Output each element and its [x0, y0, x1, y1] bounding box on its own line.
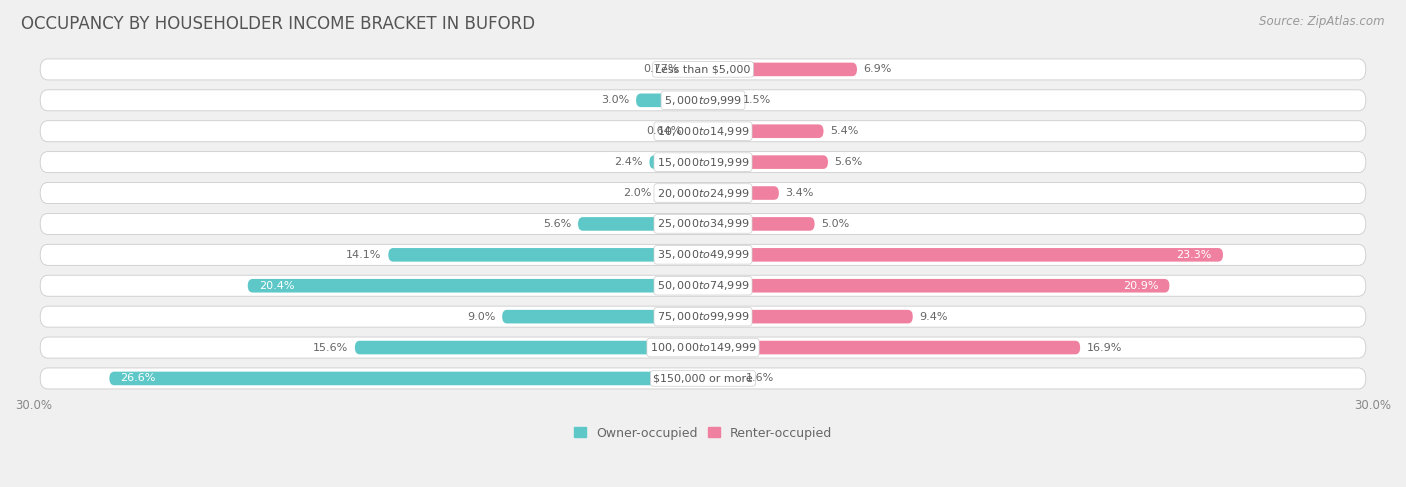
- FancyBboxPatch shape: [703, 155, 828, 169]
- Text: 9.0%: 9.0%: [467, 312, 495, 321]
- FancyBboxPatch shape: [110, 372, 703, 385]
- FancyBboxPatch shape: [650, 155, 703, 169]
- Text: $5,000 to $9,999: $5,000 to $9,999: [664, 94, 742, 107]
- Text: $15,000 to $19,999: $15,000 to $19,999: [657, 156, 749, 169]
- FancyBboxPatch shape: [41, 213, 1365, 234]
- Text: Source: ZipAtlas.com: Source: ZipAtlas.com: [1260, 15, 1385, 28]
- Text: $50,000 to $74,999: $50,000 to $74,999: [657, 279, 749, 292]
- Text: 5.6%: 5.6%: [835, 157, 863, 167]
- Text: 6.9%: 6.9%: [863, 64, 891, 75]
- Text: 0.77%: 0.77%: [644, 64, 679, 75]
- Text: 3.0%: 3.0%: [602, 95, 630, 105]
- FancyBboxPatch shape: [41, 275, 1365, 296]
- Text: 14.1%: 14.1%: [346, 250, 381, 260]
- Text: Less than $5,000: Less than $5,000: [655, 64, 751, 75]
- FancyBboxPatch shape: [703, 217, 814, 231]
- FancyBboxPatch shape: [41, 90, 1365, 111]
- FancyBboxPatch shape: [41, 368, 1365, 389]
- FancyBboxPatch shape: [686, 63, 703, 76]
- FancyBboxPatch shape: [658, 186, 703, 200]
- Text: 2.4%: 2.4%: [614, 157, 643, 167]
- Text: $10,000 to $14,999: $10,000 to $14,999: [657, 125, 749, 138]
- Text: 3.4%: 3.4%: [786, 188, 814, 198]
- Text: $20,000 to $24,999: $20,000 to $24,999: [657, 187, 749, 200]
- Text: 20.9%: 20.9%: [1123, 281, 1159, 291]
- FancyBboxPatch shape: [41, 183, 1365, 204]
- FancyBboxPatch shape: [703, 372, 738, 385]
- FancyBboxPatch shape: [247, 279, 703, 293]
- FancyBboxPatch shape: [41, 151, 1365, 172]
- FancyBboxPatch shape: [354, 341, 703, 355]
- Text: $75,000 to $99,999: $75,000 to $99,999: [657, 310, 749, 323]
- FancyBboxPatch shape: [703, 279, 1170, 293]
- FancyBboxPatch shape: [41, 337, 1365, 358]
- Text: $25,000 to $34,999: $25,000 to $34,999: [657, 217, 749, 230]
- FancyBboxPatch shape: [502, 310, 703, 323]
- FancyBboxPatch shape: [41, 244, 1365, 265]
- FancyBboxPatch shape: [388, 248, 703, 262]
- FancyBboxPatch shape: [703, 248, 1223, 262]
- Text: 1.5%: 1.5%: [744, 95, 772, 105]
- Text: 16.9%: 16.9%: [1087, 342, 1122, 353]
- Text: $100,000 to $149,999: $100,000 to $149,999: [650, 341, 756, 354]
- FancyBboxPatch shape: [703, 341, 1080, 355]
- Text: 20.4%: 20.4%: [259, 281, 294, 291]
- Text: 23.3%: 23.3%: [1177, 250, 1212, 260]
- Text: $35,000 to $49,999: $35,000 to $49,999: [657, 248, 749, 262]
- FancyBboxPatch shape: [41, 306, 1365, 327]
- Text: 5.6%: 5.6%: [543, 219, 571, 229]
- FancyBboxPatch shape: [703, 310, 912, 323]
- Text: 1.6%: 1.6%: [745, 374, 773, 383]
- Text: OCCUPANCY BY HOUSEHOLDER INCOME BRACKET IN BUFORD: OCCUPANCY BY HOUSEHOLDER INCOME BRACKET …: [21, 15, 536, 33]
- FancyBboxPatch shape: [41, 59, 1365, 80]
- FancyBboxPatch shape: [703, 186, 779, 200]
- FancyBboxPatch shape: [636, 94, 703, 107]
- Text: 15.6%: 15.6%: [314, 342, 349, 353]
- FancyBboxPatch shape: [578, 217, 703, 231]
- Text: 5.0%: 5.0%: [821, 219, 849, 229]
- Text: 5.4%: 5.4%: [830, 126, 859, 136]
- Text: 2.0%: 2.0%: [623, 188, 651, 198]
- Text: 0.64%: 0.64%: [647, 126, 682, 136]
- FancyBboxPatch shape: [703, 63, 858, 76]
- FancyBboxPatch shape: [689, 124, 703, 138]
- Legend: Owner-occupied, Renter-occupied: Owner-occupied, Renter-occupied: [571, 424, 835, 442]
- Text: $150,000 or more: $150,000 or more: [654, 374, 752, 383]
- Text: 26.6%: 26.6%: [121, 374, 156, 383]
- FancyBboxPatch shape: [703, 94, 737, 107]
- FancyBboxPatch shape: [703, 124, 824, 138]
- Text: 9.4%: 9.4%: [920, 312, 948, 321]
- FancyBboxPatch shape: [41, 121, 1365, 142]
